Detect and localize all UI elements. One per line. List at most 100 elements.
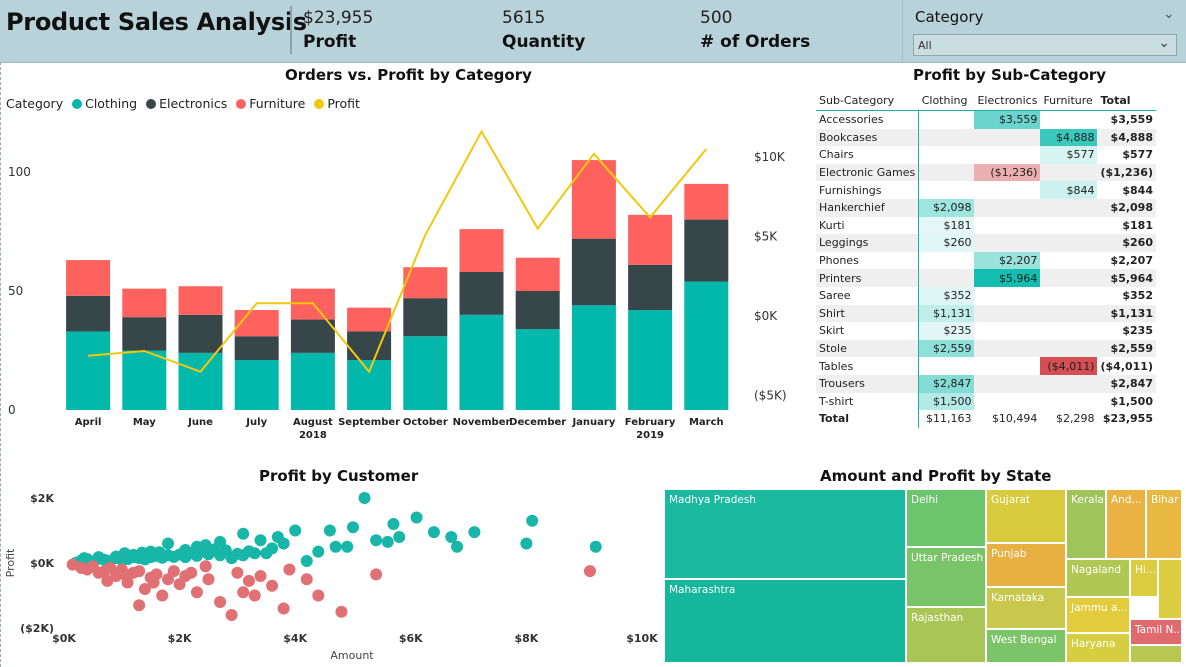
treemap-cell[interactable]: Gujarat [986,489,1066,543]
kpi-quantity-value: 5615 [502,8,546,28]
total-cell: $352 [1122,289,1153,303]
chevron-down-icon[interactable]: ⌄ [1163,6,1175,22]
scatter-point-positive [78,552,91,565]
treemap-cell[interactable]: Madhya Pradesh [664,489,906,579]
treemap-cell[interactable]: Maharashtra [664,579,906,663]
scatter-point-negative [254,570,267,582]
table-row[interactable]: Bookcases $4,888 $4,888 [816,128,1156,147]
treemap-cell[interactable]: Rajasthan [906,607,986,663]
scatter-x-tick: $2K [168,632,192,645]
scatter-point-positive [323,524,336,537]
treemap-cell[interactable]: Bihar [1146,489,1182,559]
legend-item-clothing[interactable]: Clothing [72,96,137,111]
table-row[interactable]: Hankerchief $2,098 $2,098 [816,198,1156,217]
treemap-cell[interactable]: Karnataka [986,587,1066,629]
x-tick-label: December [509,417,566,428]
scatter-y-tick: $0K [30,557,54,570]
category-dropdown[interactable]: All ⌄ [913,34,1177,56]
bar-furniture [628,214,673,265]
bar-clothing [290,352,335,410]
electronics-cell: $5,964 [974,269,1041,287]
treemap-cell[interactable] [1158,559,1182,619]
table-row[interactable]: Accessories $3,559 $3,559 [816,110,1156,129]
table-row[interactable]: Phones $2,207 $2,207 [816,251,1156,270]
clothing-cell: $352 [918,286,975,305]
total-cell: $2,847 [1097,374,1156,393]
electronics-cell [974,322,1040,340]
table-row[interactable]: Saree $352 $352 [816,286,1156,305]
legend-item-profit[interactable]: Profit [314,96,360,111]
electronics-cell [974,339,1041,358]
treemap-chart[interactable]: Madhya Pradesh Maharashtra Delhi Uttar Prad… [664,489,1182,663]
total-cell: ($4,011) [1100,359,1153,373]
treemap-cell[interactable]: West Bengal [986,629,1066,663]
table-row[interactable]: Shirt $1,131 $1,131 [816,304,1156,323]
table-row[interactable]: Furnishings $844 $844 [816,181,1156,199]
table-row[interactable]: Skirt $235 $235 [816,322,1156,340]
treemap-cell[interactable]: Tamil N... [1130,619,1182,645]
profit-line [88,129,708,374]
scatter-point-positive [136,546,149,559]
scatter-point-negative [147,576,160,589]
subcategory-cell: Kurti [819,218,845,232]
treemap-cell-label: Karnataka [991,592,1045,604]
furniture-cell [1040,163,1098,182]
table-row[interactable]: Chairs $577 $577 [816,146,1156,164]
scatter-point-negative [214,596,227,608]
bar-clothing [122,350,167,410]
scatter-y-label: Profit [4,548,17,577]
scatter-point-negative [167,565,180,578]
table-row[interactable]: Kurti $181 $181 [816,216,1156,235]
treemap-cell[interactable]: Uttar Pradesh [906,547,986,607]
table-row[interactable]: Stole $2,559 $2,559 [816,339,1156,358]
scatter-x-tick: $8K [514,632,538,645]
year-label: 2019 [636,430,664,441]
electronics-cell [974,304,1041,323]
table-row[interactable]: T-shirt $1,500 $1,500 [816,392,1156,411]
bar-electronics [290,319,335,353]
scatter-point-positive [312,545,325,558]
x-tick-label: February [625,417,676,428]
scatter-point-negative [242,574,255,587]
legend-item-furniture[interactable]: Furniture [236,96,305,111]
treemap-cell[interactable] [1130,645,1182,663]
table-row[interactable]: Tables ($4,011) ($4,011) [816,357,1156,375]
combo-chart[interactable]: 0 50 100 ($5K) $0K $5K $10K April May June July Aug… [0,118,800,448]
table-row[interactable]: Electronic Games ($1,236) ($1,236) [816,163,1156,182]
scatter-x-label: Amount [330,649,374,662]
scatter-point-positive [589,540,602,553]
electronics-cell [974,234,1041,252]
bar-furniture [684,183,729,220]
table-row[interactable]: Leggings $260 $260 [816,234,1156,252]
treemap-cell[interactable]: Jammu a... [1066,597,1130,633]
clothing-total-cell: $11,163 [918,410,975,428]
treemap-cell[interactable]: Kerala [1066,489,1106,559]
treemap-title: Amount and Profit by State [820,467,1052,485]
treemap-cell[interactable]: Haryana [1066,633,1130,663]
clothing-cell [918,357,975,375]
kpi-orders-label: # of Orders [700,32,811,52]
scatter-point-positive [266,542,279,555]
y2-tick-label: $0K [754,309,778,323]
scatter-point-negative [101,574,114,587]
treemap-cell[interactable]: Nagaland [1066,559,1130,597]
subcategory-cell: Trousers [816,374,919,393]
treemap-cell[interactable]: And... [1106,489,1146,559]
table-row[interactable]: Printers $5,964 $5,964 [816,269,1156,287]
legend-item-electronics[interactable]: Electronics [146,96,227,111]
furniture-cell [1040,269,1098,287]
legend-dot-electronics [146,99,157,109]
bar-furniture [122,288,167,318]
table-row[interactable]: Trousers $2,847 $2,847 [816,374,1156,393]
treemap-cell[interactable]: Punjab [986,543,1066,587]
subcategory-cell: Electronic Games [816,163,919,182]
treemap-cell[interactable]: Hi... [1130,559,1158,597]
scatter-chart[interactable]: ($2K)$0K$2K$0K $2K $4K $6K $8K $10KAmountProf… [0,488,665,667]
electronics-cell [974,198,1041,217]
subcategory-cell: T-shirt [819,394,854,408]
subcategory-cell: Leggings [816,234,919,252]
treemap-cell[interactable]: Delhi [906,489,986,547]
total-cell: $3,559 [1110,113,1153,127]
clothing-cell [918,269,975,287]
subcategory-cell: Stole [816,339,919,358]
